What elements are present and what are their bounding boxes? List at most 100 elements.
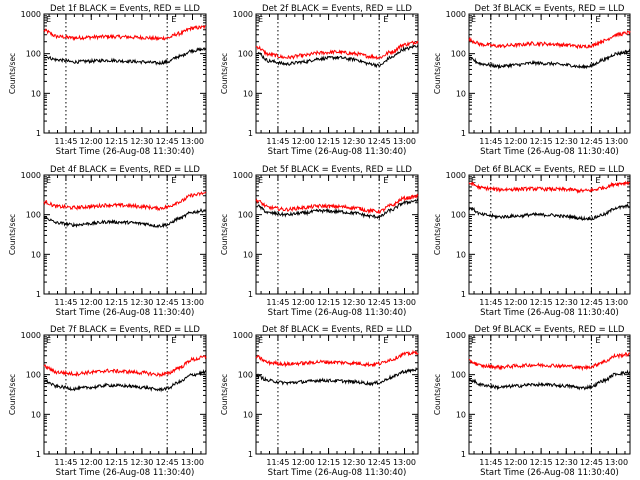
y-tick-label: 100 bbox=[451, 50, 466, 59]
event-label: E bbox=[471, 336, 476, 345]
event-label: E bbox=[595, 15, 600, 24]
y-tick-label: 10 bbox=[456, 250, 466, 259]
y-tick-label: 1 bbox=[36, 450, 41, 459]
y-tick-label: 10 bbox=[31, 410, 41, 419]
series-line-events-black bbox=[468, 203, 631, 222]
panel-title: Det 1f BLACK = Events, RED = LLD bbox=[50, 4, 200, 14]
event-label: E bbox=[595, 176, 600, 185]
x-tick-label: 13:00 bbox=[181, 298, 204, 307]
series-line-events-black bbox=[43, 207, 207, 229]
plot-frame bbox=[255, 13, 419, 134]
event-label: E bbox=[171, 336, 176, 345]
plot-frame bbox=[468, 13, 631, 134]
x-tick-label: 13:00 bbox=[181, 137, 204, 146]
x-tick-label: 12:15 bbox=[317, 298, 340, 307]
x-axis-label: Start Time (26-Aug-08 11:30:40) bbox=[268, 147, 407, 157]
x-tick-label: 12:00 bbox=[292, 298, 315, 307]
event-label: E bbox=[171, 15, 176, 24]
panel-det-5: Det 5f BLACK = Events, RED = LLD 1 10 100 10… bbox=[220, 165, 419, 318]
panel-title: Det 8f BLACK = Events, RED = LLD bbox=[262, 325, 412, 335]
x-tick-label: 11:45 bbox=[266, 458, 289, 467]
y-tick-label: 1 bbox=[36, 290, 41, 299]
panel-title: Det 4f BLACK = Events, RED = LLD bbox=[50, 165, 200, 175]
y-tick-label: 100 bbox=[238, 211, 253, 220]
y-tick-label: 1 bbox=[248, 450, 253, 459]
panel-title: Det 3f BLACK = Events, RED = LLD bbox=[475, 4, 625, 14]
x-tick-label: 13:00 bbox=[393, 137, 416, 146]
series-line-lld-red bbox=[255, 349, 419, 368]
plot-frame bbox=[468, 334, 631, 455]
panel-title: Det 7f BLACK = Events, RED = LLD bbox=[50, 325, 200, 335]
y-axis-label: Counts/sec bbox=[8, 374, 17, 415]
panel-title: Det 2f BLACK = Events, RED = LLD bbox=[262, 4, 412, 14]
x-tick-label: 13:00 bbox=[393, 298, 416, 307]
x-tick-label: 12:15 bbox=[530, 458, 553, 467]
event-label: E bbox=[471, 176, 476, 185]
series-line-lld-red bbox=[255, 40, 419, 60]
panel-det-2: Det 2f BLACK = Events, RED = LLD 1 10 100 10… bbox=[220, 4, 419, 157]
y-tick-label: 100 bbox=[26, 371, 41, 380]
series-line-lld-red bbox=[255, 193, 419, 215]
event-label: E bbox=[471, 15, 476, 24]
x-tick-label: 12:00 bbox=[504, 458, 527, 467]
x-tick-label: 12:45 bbox=[368, 458, 391, 467]
panel-det-7: Det 7f BLACK = Events, RED = LLD 1 10 100 10… bbox=[8, 325, 207, 478]
event-label: E bbox=[46, 15, 51, 24]
series-line-events-black bbox=[43, 47, 207, 66]
plot-frame bbox=[255, 174, 419, 295]
y-tick-label: 10 bbox=[31, 250, 41, 259]
x-tick-label: 12:00 bbox=[292, 458, 315, 467]
x-tick-label: 12:45 bbox=[368, 298, 391, 307]
y-tick-label: 1000 bbox=[446, 10, 466, 19]
x-tick-label: 12:30 bbox=[555, 137, 578, 146]
x-tick-label: 12:45 bbox=[156, 298, 179, 307]
x-axis-label: Start Time (26-Aug-08 11:30:40) bbox=[56, 147, 195, 157]
x-tick-label: 12:30 bbox=[555, 298, 578, 307]
x-tick-label: 13:00 bbox=[605, 137, 628, 146]
x-tick-label: 12:15 bbox=[105, 298, 128, 307]
series-line-lld-red bbox=[43, 25, 207, 42]
y-tick-label: 1000 bbox=[233, 331, 253, 340]
x-tick-label: 12:45 bbox=[368, 137, 391, 146]
y-tick-label: 10 bbox=[31, 89, 41, 98]
y-tick-label: 1 bbox=[461, 129, 466, 138]
panel-det-1: Det 1f BLACK = Events, RED = LLD 1 10 100 10… bbox=[8, 4, 207, 157]
x-tick-label: 12:30 bbox=[130, 137, 153, 146]
x-tick-label: 12:30 bbox=[130, 458, 153, 467]
x-tick-label: 12:00 bbox=[80, 137, 103, 146]
x-axis-label: Start Time (26-Aug-08 11:30:40) bbox=[56, 468, 195, 478]
y-tick-label: 100 bbox=[451, 211, 466, 220]
x-tick-label: 12:15 bbox=[530, 298, 553, 307]
x-tick-label: 12:15 bbox=[105, 458, 128, 467]
y-tick-label: 1000 bbox=[21, 331, 41, 340]
x-tick-label: 11:45 bbox=[54, 458, 77, 467]
x-tick-label: 12:45 bbox=[156, 137, 179, 146]
y-axis-label: Counts/sec bbox=[220, 214, 229, 255]
panel-title: Det 6f BLACK = Events, RED = LLD bbox=[475, 165, 625, 175]
y-axis-label: Counts/sec bbox=[220, 53, 229, 94]
x-tick-label: 11:45 bbox=[266, 137, 289, 146]
x-tick-label: 12:00 bbox=[292, 137, 315, 146]
series-line-lld-red bbox=[468, 30, 631, 50]
series-line-lld-red bbox=[468, 180, 631, 194]
event-label: E bbox=[383, 336, 388, 345]
event-label: E bbox=[171, 176, 176, 185]
x-tick-label: 12:45 bbox=[156, 458, 179, 467]
plot-frame bbox=[43, 334, 207, 455]
x-tick-label: 13:00 bbox=[181, 458, 204, 467]
series-line-lld-red bbox=[43, 191, 207, 212]
x-tick-label: 12:45 bbox=[580, 458, 603, 467]
y-tick-label: 1 bbox=[36, 129, 41, 138]
y-tick-label: 1 bbox=[461, 450, 466, 459]
event-label: E bbox=[258, 336, 263, 345]
y-tick-label: 100 bbox=[26, 211, 41, 220]
event-label: E bbox=[46, 176, 51, 185]
panel-det-8: Det 8f BLACK = Events, RED = LLD 1 10 100 10… bbox=[220, 325, 419, 478]
x-tick-label: 12:45 bbox=[580, 137, 603, 146]
x-tick-label: 12:00 bbox=[504, 298, 527, 307]
y-tick-label: 10 bbox=[456, 89, 466, 98]
series-line-events-black bbox=[43, 368, 207, 393]
x-axis-label: Start Time (26-Aug-08 11:30:40) bbox=[56, 308, 195, 318]
series-line-events-black bbox=[255, 367, 419, 387]
